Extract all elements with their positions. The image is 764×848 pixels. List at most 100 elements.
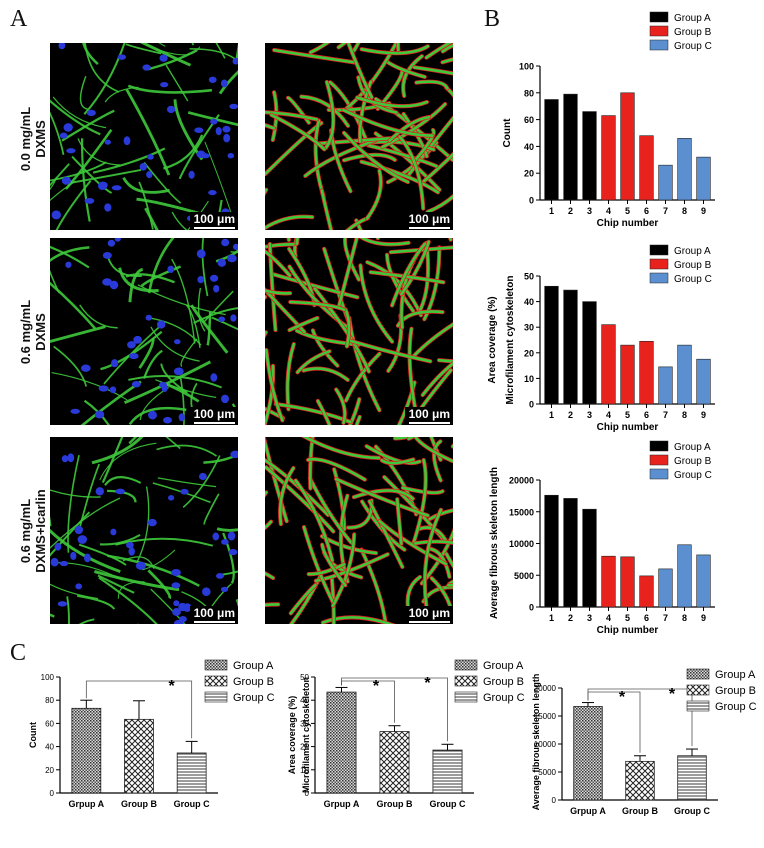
filament (50, 497, 121, 549)
y-axis-title-2: Microfilament cytoskeleton (301, 677, 311, 793)
significance-star: * (619, 689, 626, 706)
nucleus (194, 127, 204, 134)
filament (67, 455, 80, 553)
filament (265, 364, 275, 425)
x-tick-label: 4 (606, 206, 611, 216)
x-tick-label: 7 (663, 206, 668, 216)
filament (147, 238, 175, 294)
nucleus (182, 603, 192, 612)
legend-swatch (649, 454, 669, 466)
nucleus (230, 450, 238, 459)
filament (137, 284, 226, 316)
filament (352, 489, 415, 500)
legend-swatch (204, 691, 228, 703)
significance-bracket (587, 688, 693, 747)
x-tick-label: Group B (377, 799, 413, 809)
panel-letter-c: C (10, 640, 27, 666)
nucleus (213, 284, 220, 293)
y-axis-title: Count (28, 722, 38, 748)
filament (84, 43, 120, 93)
filament (317, 136, 396, 145)
scale-bar-label: 100 μm (408, 212, 450, 226)
nucleus (110, 528, 117, 536)
x-tick-label: Group C (674, 806, 710, 816)
filament (83, 43, 126, 115)
y-axis-title-2: Microfilament cytoskeleton (505, 276, 516, 405)
filament (352, 43, 360, 52)
filament (288, 316, 319, 332)
bar (573, 706, 603, 801)
filament (324, 80, 335, 150)
nucleus (167, 265, 175, 274)
nucleus (74, 525, 84, 535)
x-tick-label: 6 (644, 613, 649, 623)
legend-label: Group B (483, 676, 524, 688)
panel-letter-b: B (484, 6, 501, 32)
filament (441, 43, 453, 53)
nucleus (131, 381, 141, 388)
legend-label: Group C (483, 692, 525, 704)
nucleus (67, 453, 75, 463)
y-tick-label: 40 (524, 297, 534, 307)
filament (332, 468, 346, 531)
filament (165, 437, 181, 450)
y-tick-label: 15000 (534, 712, 557, 721)
bar (71, 707, 102, 794)
x-tick-label: 9 (701, 206, 706, 216)
legend-label: Group C (674, 274, 712, 285)
nucleus (57, 601, 68, 607)
legend-label: Group A (715, 669, 756, 681)
filament (215, 43, 226, 59)
filament (78, 618, 95, 624)
filament (50, 511, 91, 557)
nucleus (139, 162, 147, 171)
filament (98, 576, 158, 624)
filament (342, 153, 397, 162)
filament (360, 45, 430, 55)
filament (83, 399, 110, 425)
x-tick-label: 1 (549, 410, 554, 420)
bar (677, 755, 707, 801)
legend-label: Group A (674, 246, 711, 257)
nucleus (197, 275, 205, 284)
x-tick-label: 4 (606, 410, 611, 420)
x-tick-label: 5 (625, 206, 630, 216)
y-tick-label: 5000 (538, 768, 556, 777)
filament (94, 570, 180, 592)
scale-bar-label: 100 μm (193, 606, 235, 620)
x-tick-label: Group C (430, 799, 466, 809)
micrograph-raw-row2: 100 μm (50, 437, 238, 624)
nucleus (161, 383, 168, 393)
nucleus (166, 105, 176, 114)
legend-label: Group A (233, 660, 274, 672)
x-tick-label: 9 (701, 410, 706, 420)
legend-swatch (649, 272, 669, 284)
nucleus (215, 126, 222, 136)
nucleus (133, 335, 142, 344)
nucleus (59, 132, 68, 139)
nucleus (75, 583, 83, 590)
filament (344, 352, 381, 402)
bar (326, 691, 357, 794)
nucleus (117, 54, 127, 60)
nucleus (156, 320, 166, 329)
nucleus (217, 258, 227, 267)
filament (401, 486, 444, 495)
legend-swatch (649, 11, 669, 23)
y-tick-label: 20 (524, 348, 534, 358)
filament (221, 570, 238, 576)
filament (125, 88, 171, 176)
nucleus (171, 582, 181, 589)
nucleus (77, 535, 88, 544)
nucleus (173, 367, 184, 376)
filament (407, 369, 453, 425)
chart-b-2: 0 5000 10000 15000 20000 1 2 3 4 5 6 7 8 9 Chip number… (489, 440, 715, 636)
chart-c-0: 0 20 40 60 80 100 Grpup A Group B Group C * Count G… (28, 659, 275, 809)
filament (265, 288, 306, 334)
x-tick-label: Grpup A (570, 806, 606, 816)
filament (265, 407, 285, 420)
y-tick-label: 60 (45, 719, 54, 728)
nucleus (227, 152, 235, 159)
nucleus (188, 170, 195, 179)
